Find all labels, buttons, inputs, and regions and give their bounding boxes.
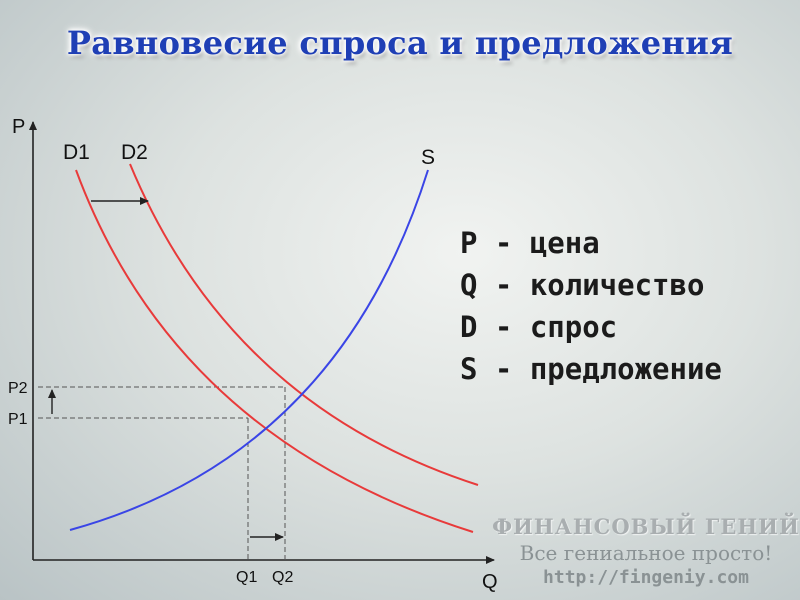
d2-label: D2	[121, 141, 148, 164]
q2-tick-label: Q2	[272, 569, 293, 586]
x-axis-label: Q	[482, 571, 498, 593]
d1-label: D1	[63, 141, 90, 164]
p2-tick-label: P2	[8, 380, 28, 397]
demand-curve-d1	[75, 169, 474, 533]
y-axis-label: P	[12, 116, 25, 138]
legend-item-supply: S - предложение	[460, 352, 722, 386]
watermark-url: http://fingeniy.com	[543, 567, 749, 588]
legend-item-price: P - цена	[460, 226, 600, 260]
legend-item-quantity: Q - количество	[460, 268, 705, 302]
watermark-brand: ФИНАНСОВЫЙ ГЕНИЙ	[492, 514, 800, 539]
supply-curve-s	[69, 169, 429, 531]
s-label: S	[421, 146, 435, 169]
demand-curve-d2	[129, 163, 479, 486]
legend: P - цена Q - количество D - спрос S - пр…	[460, 222, 722, 390]
watermark: ФИНАНСОВЫЙ ГЕНИЙ Все гениальное просто! …	[492, 514, 800, 588]
q1-tick-label: Q1	[236, 569, 257, 586]
legend-item-demand: D - спрос	[460, 310, 618, 344]
watermark-slogan: Все гениальное просто!	[519, 541, 773, 565]
p1-tick-label: P1	[8, 411, 28, 428]
page-title: Равновесие спроса и предложения	[66, 24, 734, 62]
